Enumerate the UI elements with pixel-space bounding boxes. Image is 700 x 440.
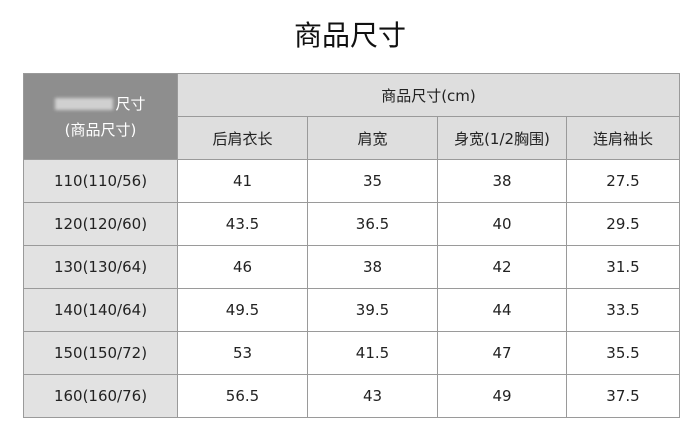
table-cell: 38	[437, 159, 567, 203]
row-size-label: 120(120/60)	[23, 202, 178, 246]
table-cell: 43	[307, 374, 438, 418]
table-cell: 27.5	[566, 159, 680, 203]
table-cell: 38	[307, 245, 438, 289]
table-row: 130(130/64) 46 38 42 31.5	[23, 245, 680, 289]
group-header: 商品尺寸(cm)	[177, 73, 680, 117]
corner-header: 尺寸 (商品尺寸)	[23, 73, 178, 160]
page-title: 商品尺寸	[293, 19, 406, 52]
table-cell: 33.5	[566, 288, 680, 332]
corner-line1: 尺寸	[115, 94, 146, 113]
row-size-label: 160(160/76)	[23, 374, 178, 418]
size-table: 尺寸 (商品尺寸) 商品尺寸(cm) 后肩衣长 肩宽 身宽(1/2胸围) 连肩袖长 1…	[23, 73, 680, 418]
table-row: 150(150/72) 53 41.5 47 35.5	[23, 331, 680, 375]
column-header: 后肩衣长	[177, 116, 308, 160]
table-row: 110(110/56) 41 35 38 27.5	[23, 159, 680, 203]
table-cell: 41.5	[307, 331, 438, 375]
column-header: 肩宽	[307, 116, 438, 160]
column-header: 身宽(1/2胸围)	[437, 116, 567, 160]
table-cell: 53	[177, 331, 308, 375]
column-header: 连肩袖长	[566, 116, 680, 160]
table-cell: 37.5	[566, 374, 680, 418]
table-cell: 49.5	[177, 288, 308, 332]
table-cell: 40	[437, 202, 567, 246]
table-cell: 36.5	[307, 202, 438, 246]
table-cell: 46	[177, 245, 308, 289]
table-cell: 49	[437, 374, 567, 418]
table-row: 140(140/64) 49.5 39.5 44 33.5	[23, 288, 680, 332]
table-cell: 31.5	[566, 245, 680, 289]
table-cell: 44	[437, 288, 567, 332]
table-cell: 35	[307, 159, 438, 203]
row-size-label: 130(130/64)	[23, 245, 178, 289]
table-cell: 39.5	[307, 288, 438, 332]
table-cell: 42	[437, 245, 567, 289]
table-row: 160(160/76) 56.5 43 49 37.5	[23, 374, 680, 418]
redacted-text	[55, 98, 114, 110]
table-cell: 56.5	[177, 374, 308, 418]
corner-line2: (商品尺寸)	[64, 120, 137, 139]
table-cell: 47	[437, 331, 567, 375]
table-cell: 29.5	[566, 202, 680, 246]
table-cell: 35.5	[566, 331, 680, 375]
row-size-label: 150(150/72)	[23, 331, 178, 375]
row-size-label: 140(140/64)	[23, 288, 178, 332]
table-row: 120(120/60) 43.5 36.5 40 29.5	[23, 202, 680, 246]
table-cell: 41	[177, 159, 308, 203]
row-size-label: 110(110/56)	[23, 159, 178, 203]
table-cell: 43.5	[177, 202, 308, 246]
